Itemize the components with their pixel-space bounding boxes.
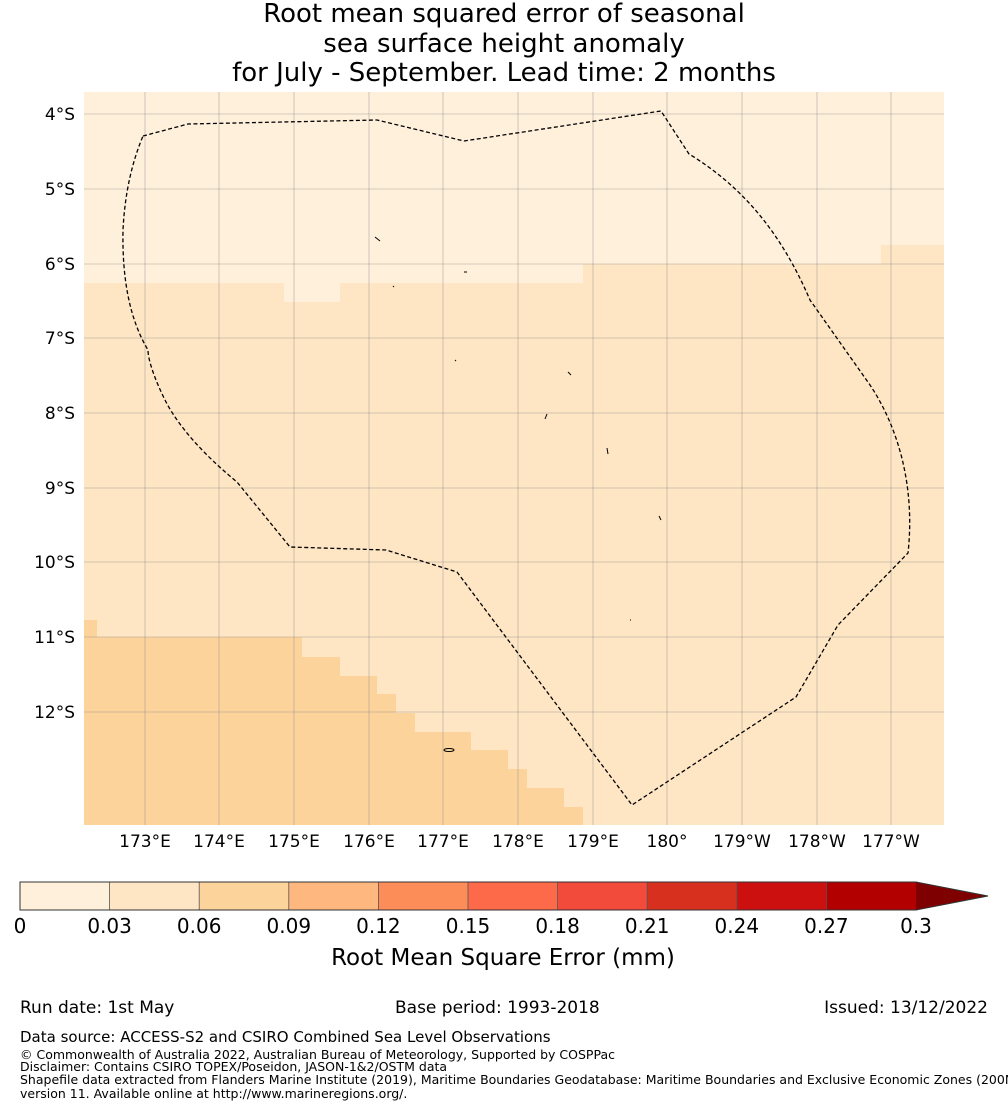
island [658, 515, 662, 521]
island [392, 285, 395, 288]
colorbar-tick: 0 [14, 914, 27, 938]
island [374, 236, 381, 242]
eez-boundary [122, 110, 911, 806]
colorbar-segment [109, 882, 200, 910]
colorbar-tick: 0.09 [267, 914, 312, 938]
issued-date: Issued: 13/12/2022 [824, 998, 988, 1018]
island [567, 371, 572, 376]
lon-label: 177°E [417, 832, 469, 852]
lat-label: 4°S [45, 105, 75, 125]
colorbar-tick: 0.15 [446, 914, 491, 938]
colorbar-tick: 0.12 [356, 914, 401, 938]
island [454, 359, 457, 362]
lat-label: 12°S [34, 703, 75, 723]
lat-label: 8°S [45, 404, 75, 424]
colorbar-tick: 0.3 [900, 914, 932, 938]
rmse-region-lightest [84, 92, 944, 302]
lon-label: 175°E [268, 832, 320, 852]
colorbar-tick: 0.21 [625, 914, 670, 938]
colorbar-extend-arrow [916, 882, 988, 910]
map-panel [84, 92, 944, 825]
shapefile-credit-line-2: version 11. Available online at http://w… [20, 1086, 408, 1101]
lat-label: 9°S [45, 479, 75, 499]
lon-label: 179°W [713, 832, 771, 852]
colorbar-segment [826, 882, 916, 910]
lon-label: 176°E [343, 832, 395, 852]
lat-label: 6°S [45, 255, 75, 275]
longitude-labels: 173°E 174°E 175°E 176°E 177°E 178°E 179°… [119, 832, 920, 852]
island [606, 447, 609, 455]
colorbar-tick: 0.03 [87, 914, 132, 938]
colorbar-tick: 0.27 [804, 914, 849, 938]
colorbar-segment [736, 882, 827, 910]
colorbar-tick: 0.24 [715, 914, 760, 938]
title-line-2: sea surface height anomaly [323, 28, 685, 59]
graticule [84, 92, 944, 825]
lon-label: 180° [647, 832, 688, 852]
data-source: Data source: ACCESS-S2 and CSIRO Combine… [20, 1028, 551, 1046]
island [443, 748, 455, 752]
colorbar-segment [20, 882, 110, 910]
lat-label: 7°S [45, 329, 75, 349]
islands [374, 236, 662, 752]
lon-label: 178°E [492, 832, 544, 852]
latitude-labels: 4°S 5°S 6°S 7°S 8°S 9°S 10°S 11°S 12°S [34, 105, 75, 723]
lon-label: 173°E [119, 832, 171, 852]
colorbar-segment [557, 882, 648, 910]
base-period: Base period: 1993-2018 [395, 998, 600, 1018]
lon-label: 177°W [862, 832, 920, 852]
disclaimer: Disclaimer: Contains CSIRO TOPEX/Poseido… [20, 1059, 448, 1074]
colorbar: 0 0.03 0.06 0.09 0.12 0.15 0.18 0.21 0.2… [14, 881, 989, 971]
run-date: Run date: 1st May [20, 998, 175, 1018]
colorbar-tick: 0.06 [177, 914, 222, 938]
colorbar-outline [19, 881, 989, 911]
colorbar-segment [199, 882, 289, 910]
colorbar-segment [468, 882, 558, 910]
lon-label: 174°E [193, 832, 245, 852]
colorbar-segment [647, 882, 737, 910]
island [544, 413, 548, 420]
shapefile-credit-line-1: Shapefile data extracted from Flanders M… [20, 1072, 1008, 1087]
title-line-1: Root mean squared error of seasonal [263, 0, 745, 29]
rmse-region-darker [84, 620, 583, 825]
title-line-3: for July - September. Lead time: 2 month… [232, 58, 776, 88]
colorbar-label: Root Mean Square Error (mm) [331, 945, 675, 971]
lon-label: 178°W [788, 832, 846, 852]
colorbar-tick: 0.18 [535, 914, 580, 938]
lon-label: 179°E [567, 832, 619, 852]
lat-label: 11°S [34, 628, 75, 648]
lat-label: 5°S [45, 180, 75, 200]
colorbar-segment [378, 882, 468, 910]
map-title: Root mean squared error of seasonal sea … [0, 0, 1008, 89]
copyright-notice: © Commonwealth of Australia 2022, Austra… [20, 1047, 615, 1062]
colorbar-segment [288, 882, 379, 910]
lat-label: 10°S [34, 553, 75, 573]
